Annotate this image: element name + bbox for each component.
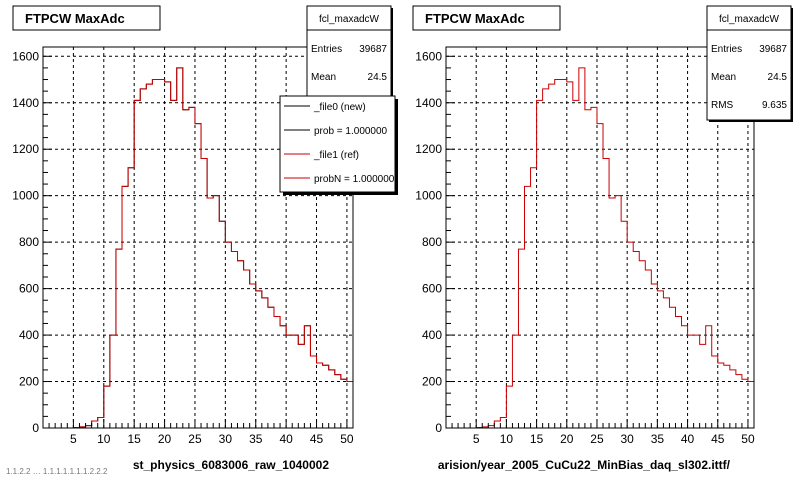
chart0-legend-label: probN = 1.000000 (314, 174, 395, 185)
chart0-legend-entries: _file0 (new) prob = 1.000000 _file1 (ref) p… (284, 102, 395, 185)
chart1-x-tick-label: 10 (500, 432, 514, 446)
left-histogram-panel: 5 10 15 20 25 30 35 40 45 50 0 200 400 600 800 1000 1200… (12, 5, 398, 472)
chart0-y-tick-label: 1400 (12, 96, 39, 110)
chart1-y-tick-label: 1400 (415, 96, 442, 110)
chart0-series-1-line (43, 67, 353, 429)
chart0-y-tick-label: 0 (32, 421, 39, 435)
chart0-legend-box (279, 95, 396, 193)
chart0-y-tick-label: 1200 (12, 142, 39, 156)
chart0-x-tick-label: 45 (310, 432, 324, 446)
chart0-y-tick-label: 200 (19, 375, 39, 389)
chart1-x-tick-label: 15 (530, 432, 544, 446)
chart1-x-axis-label: arision/year_2005_CuCu22_MinBias_daq_sl3… (438, 458, 731, 472)
chart1-stats-label: Entries (711, 44, 742, 55)
chart0-y-tick-label: 400 (19, 328, 39, 342)
chart1-y-tick-label: 1000 (415, 189, 442, 203)
chart1-stats-label: Mean (711, 72, 736, 83)
chart1-y-tick-label: 1600 (415, 49, 442, 63)
chart0-x-tick-label: 5 (70, 432, 77, 446)
chart1-x-tick-label: 40 (681, 432, 695, 446)
chart1-y-tick-label: 800 (422, 235, 442, 249)
chart0-frame (42, 46, 354, 429)
chart1-stats-box (706, 5, 792, 121)
chart0-x-tick-label: 50 (340, 432, 354, 446)
chart1-stats-label: RMS (711, 100, 734, 111)
chart1-frame (445, 46, 755, 429)
chart0-x-tick-label: 25 (188, 432, 202, 446)
chart0-legend-label: prob = 1.000000 (314, 126, 388, 137)
chart1-stats-value: 9.635 (762, 100, 787, 111)
chart1-y-tick-label: 200 (422, 375, 442, 389)
chart0-legend-label: _file0 (new) (313, 102, 366, 113)
chart0-x-tick-label: 30 (219, 432, 233, 446)
chart0-stats-label: Mean (311, 72, 336, 83)
chart0-chart-title: FTPCW MaxAdc (25, 11, 125, 26)
chart0-x-tick-label: 35 (249, 432, 263, 446)
chart0-legend-label: _file1 (ref) (313, 150, 359, 161)
footer-text: 1.1.2.2 … 1.1.1.1.1.1.1.2.2.2 (6, 467, 108, 476)
chart1-x-tick-label: 5 (473, 432, 480, 446)
right-histogram-panel: 5 10 15 20 25 30 35 40 45 50 0 200 400 600 800 1000 1200… (412, 5, 793, 472)
chart0-y-tick-label: 600 (19, 282, 39, 296)
chart1-y-tick-label: 1200 (415, 142, 442, 156)
chart0-y-tick-label: 1000 (12, 189, 39, 203)
chart0-stats-value: 39687 (359, 44, 387, 55)
chart1-chart-title: FTPCW MaxAdc (425, 11, 525, 26)
chart0-x-tick-label: 20 (158, 432, 172, 446)
chart1-x-tick-label: 35 (651, 432, 665, 446)
chart0-x-tick-label: 15 (127, 432, 141, 446)
chart1-x-tick-label: 30 (620, 432, 634, 446)
chart1-x-tick-label: 50 (741, 432, 755, 446)
chart0-y-tick-label: 1600 (12, 49, 39, 63)
chart0-title-box (12, 5, 161, 31)
chart1-plot-area (446, 47, 754, 428)
chart0-x-tick-label: 10 (97, 432, 111, 446)
chart1-x-tick-label: 20 (560, 432, 574, 446)
chart1-y-tick-label: 0 (435, 421, 442, 435)
chart1-title-box (412, 5, 561, 31)
chart0-stats-label: Entries (311, 44, 342, 55)
chart1-series-0-line (446, 67, 754, 429)
chart1-x-tick-label: 25 (590, 432, 604, 446)
chart1-y-tick-label: 400 (422, 328, 442, 342)
chart0-stats-value: 24.5 (368, 72, 388, 83)
chart0-x-tick-label: 40 (279, 432, 293, 446)
chart0-x-axis-label: st_physics_6083006_raw_1040002 (133, 458, 329, 472)
chart1-x-tick-label: 45 (711, 432, 725, 446)
chart0-stats-name: fcl_maxadcW (319, 14, 380, 25)
chart1-y-tick-label: 600 (422, 282, 442, 296)
chart0-y-tick-label: 800 (19, 235, 39, 249)
chart1-stats-name: fcl_maxadcW (719, 14, 780, 25)
chart1-stats-value: 39687 (759, 44, 787, 55)
chart1-stats-value: 24.5 (768, 72, 788, 83)
